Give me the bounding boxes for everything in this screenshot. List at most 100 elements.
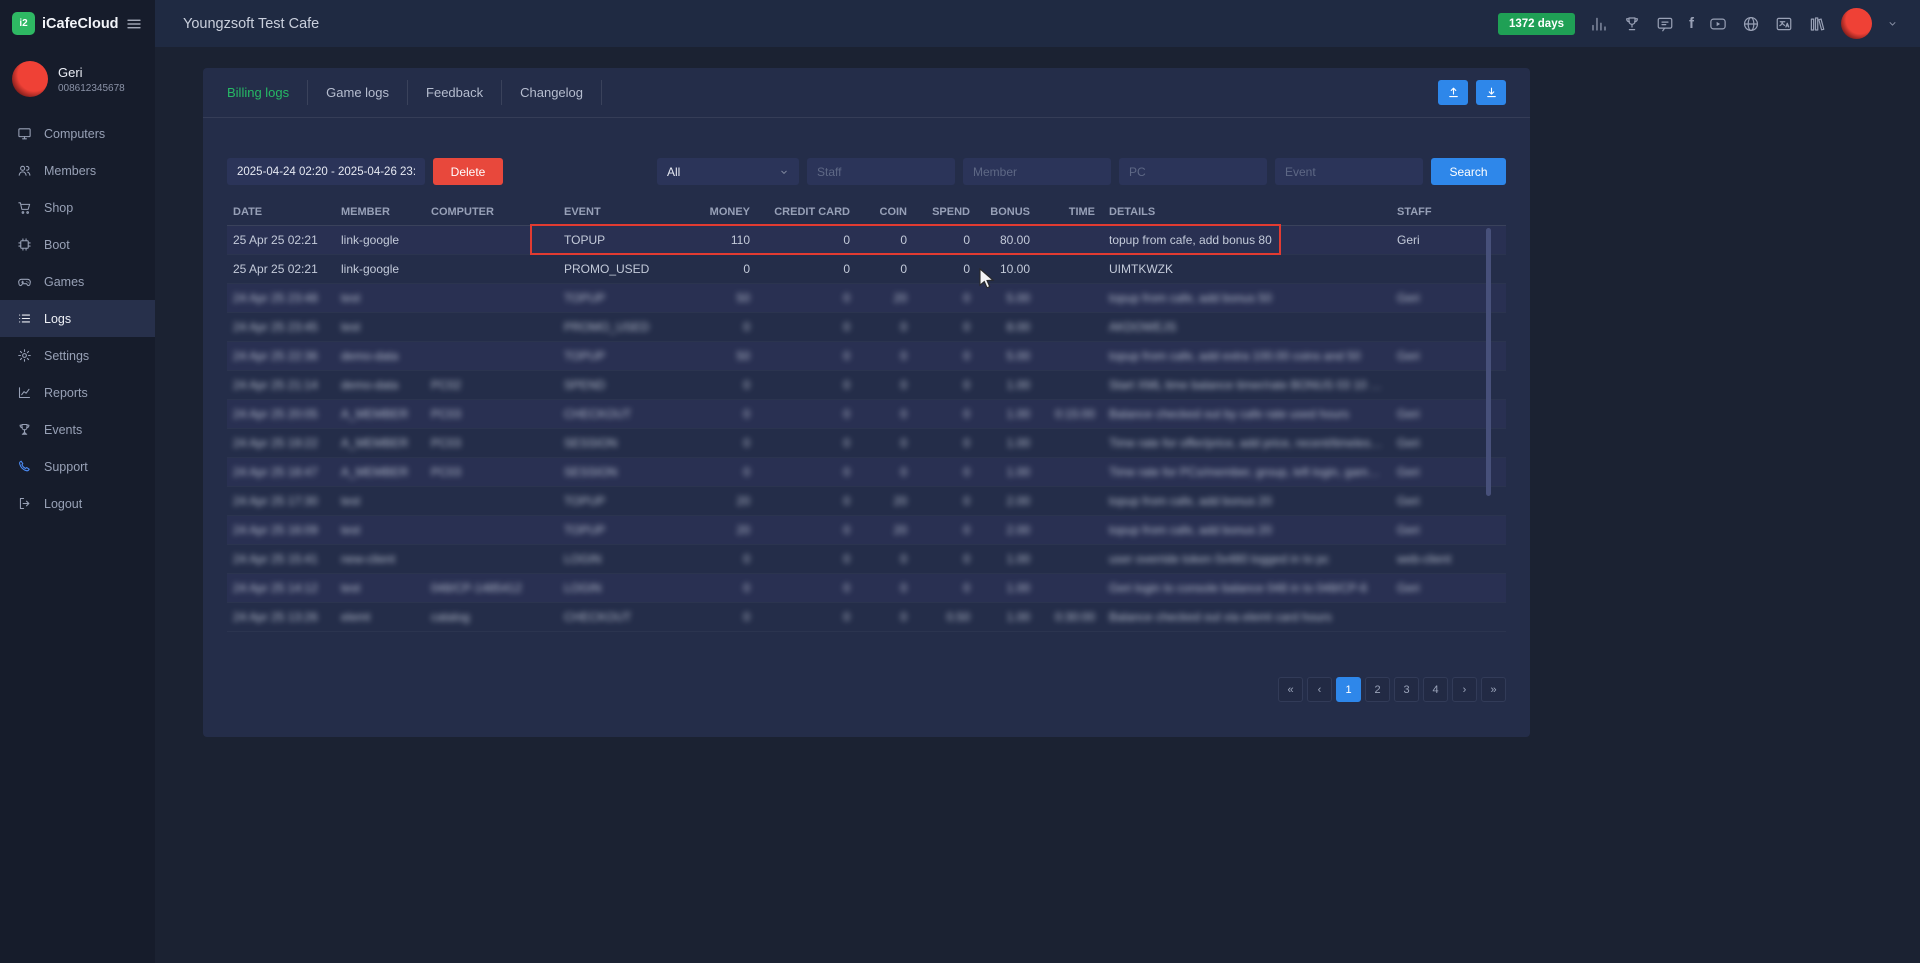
delete-button[interactable]: Delete <box>433 158 503 185</box>
cell-text: web-client <box>1397 551 1452 566</box>
phone-icon <box>17 459 32 474</box>
chevron-down-icon[interactable] <box>1887 18 1898 29</box>
table-scrollbar[interactable] <box>1486 228 1491 496</box>
cell-text: new-client <box>341 551 396 566</box>
cell-text: 0 <box>743 319 750 334</box>
table-row[interactable]: 24 Apr 25 20:05 A_MEMBER PC03 CHECKOUT 0 0 0 0 1… <box>227 399 1506 428</box>
cell-text: 0 <box>900 580 907 595</box>
trophy-icon[interactable] <box>1623 15 1641 33</box>
page-button[interactable]: 4 <box>1423 677 1448 702</box>
table-row[interactable]: 24 Apr 25 13:26 elemt catalog CHECKOUT 0 0 0 0.… <box>227 602 1506 631</box>
tab-changelog[interactable]: Changelog <box>502 80 603 105</box>
cell-text: 0 <box>900 377 907 392</box>
account-avatar[interactable] <box>1841 8 1872 39</box>
table-row[interactable]: 24 Apr 25 23:45 test PROMO_USED 0 0 0 0 8.00 AKD… <box>227 312 1506 341</box>
page-button-active[interactable]: 1 <box>1336 677 1361 702</box>
sidebar-item-events[interactable]: Events <box>0 411 155 448</box>
globe-icon[interactable] <box>1742 15 1760 33</box>
staff-input[interactable] <box>807 158 955 185</box>
topbar-right: 1372 days f <box>1498 8 1898 39</box>
cell-text: topup from cafe, add bonus 80 <box>1109 232 1272 247</box>
page-button[interactable]: 2 <box>1365 677 1390 702</box>
sidebar-item-reports[interactable]: Reports <box>0 374 155 411</box>
brand[interactable]: i2 iCafeCloud <box>12 12 119 35</box>
stats-icon[interactable] <box>1590 15 1608 33</box>
cell-text: Time rate for offer/price, add price, re… <box>1109 435 1383 450</box>
table-row[interactable]: 24 Apr 25 15:41 new-client LOGIN 0 0 0 0 1.00 us… <box>227 544 1506 573</box>
table-row[interactable]: 24 Apr 25 22:36 demo-data TOPUP 50 0 0 0 5.00 to… <box>227 341 1506 370</box>
tab-feedback[interactable]: Feedback <box>408 80 503 105</box>
table-row[interactable]: 24 Apr 25 17:30 test TOPUP 20 0 20 0 2.00 topup … <box>227 486 1506 515</box>
table-row[interactable]: 24 Apr 25 14:12 test 048/CP-1485412 LOGIN 0 0… <box>227 573 1506 602</box>
event-input[interactable] <box>1275 158 1423 185</box>
page-button[interactable]: « <box>1278 677 1303 702</box>
youtube-icon[interactable] <box>1709 15 1727 33</box>
table-row[interactable]: 25 Apr 25 02:21 link-google PROMO_USED 0 0 0 0… <box>227 254 1506 283</box>
library-icon[interactable] <box>1808 15 1826 33</box>
search-button[interactable]: Search <box>1431 158 1506 185</box>
type-select[interactable]: All <box>657 158 799 185</box>
cell-text: 0 <box>743 435 750 450</box>
upload-button[interactable] <box>1438 80 1468 105</box>
cell-text: 2.00 <box>1006 522 1030 537</box>
table-row[interactable]: 24 Apr 25 21:14 demo-data PC02 SPEND 0 0 0 0 1.0… <box>227 370 1506 399</box>
brand-row: i2 iCafeCloud <box>0 0 155 47</box>
page-button[interactable]: ‹ <box>1307 677 1332 702</box>
column-header: SPEND <box>915 199 978 226</box>
cell-text: TOPUP <box>564 348 606 363</box>
sidebar-item-boot[interactable]: Boot <box>0 226 155 263</box>
download-button[interactable] <box>1476 80 1506 105</box>
table-row[interactable]: 24 Apr 25 19:22 A_MEMBER PC03 SESSION 0 0 0 0 1.… <box>227 428 1506 457</box>
cell-text: PROMO_USED <box>564 261 650 276</box>
page-button[interactable]: » <box>1481 677 1506 702</box>
cell-text: CHECKOUT <box>564 609 632 624</box>
sidebar-item-label: Reports <box>44 385 88 400</box>
sidebar-item-computers[interactable]: Computers <box>0 115 155 152</box>
cell-text: 20 <box>736 493 750 508</box>
cell-text: A_MEMBER <box>341 406 409 421</box>
sidebar-item-logs[interactable]: Logs <box>0 300 155 337</box>
page-button[interactable]: 3 <box>1394 677 1419 702</box>
sidebar-item-label: Logs <box>44 311 72 326</box>
user-profile[interactable]: Geri 008612345678 <box>0 47 155 109</box>
sidebar-item-members[interactable]: Members <box>0 152 155 189</box>
icafecloud-logo-icon: i2 <box>12 12 35 35</box>
column-header: MONEY <box>668 199 758 226</box>
cell-text: 0 <box>963 551 970 566</box>
cell-text: PC03 <box>431 406 462 421</box>
cell-text: 0 <box>963 261 970 276</box>
cell-text: 0 <box>843 377 850 392</box>
cell-text: TOPUP <box>564 522 606 537</box>
date-range-input[interactable] <box>227 158 425 185</box>
cell-text: Geri <box>1397 406 1420 421</box>
chat-icon[interactable] <box>1656 15 1674 33</box>
pc-input[interactable] <box>1119 158 1267 185</box>
main-content: Billing logs Game logs Feedback Changelo… <box>155 47 1920 963</box>
sidebar-item-support[interactable]: Support <box>0 448 155 485</box>
table-row-highlighted[interactable]: 25 Apr 25 02:21 link-google TOPUP 110 0 0 0 80.… <box>227 225 1506 254</box>
cell-text: 1.00 <box>1006 377 1030 392</box>
cell-text: 0 <box>900 348 907 363</box>
page-button[interactable]: › <box>1452 677 1477 702</box>
sidebar-item-settings[interactable]: Settings <box>0 337 155 374</box>
cell-text: 0 <box>843 435 850 450</box>
cell-text: 0 <box>743 580 750 595</box>
cell-text: 24 Apr 25 16:09 <box>233 522 318 537</box>
sidebar-item-games[interactable]: Games <box>0 263 155 300</box>
table-row[interactable]: 24 Apr 25 23:48 test TOPUP 50 0 20 0 5.00 topup … <box>227 283 1506 312</box>
cell-text: Geri <box>1397 290 1420 305</box>
cell-text: test <box>341 493 361 508</box>
menu-toggle-icon[interactable] <box>125 15 143 33</box>
sidebar-item-logout[interactable]: Logout <box>0 485 155 522</box>
tab-billing-logs[interactable]: Billing logs <box>227 80 309 105</box>
cell-text: 1.00 <box>1006 435 1030 450</box>
facebook-icon[interactable]: f <box>1689 15 1694 32</box>
translate-icon[interactable] <box>1775 15 1793 33</box>
table-row[interactable]: 24 Apr 25 18:47 A_MEMBER PC03 SESSION 0 0 0 0 1.… <box>227 457 1506 486</box>
sidebar-item-shop[interactable]: Shop <box>0 189 155 226</box>
tab-game-logs[interactable]: Game logs <box>308 80 409 105</box>
member-input[interactable] <box>963 158 1111 185</box>
table-row[interactable]: 24 Apr 25 16:09 test TOPUP 20 0 20 0 2.00 topup … <box>227 515 1506 544</box>
days-badge[interactable]: 1372 days <box>1498 12 1575 35</box>
cell-text: Geri <box>1397 522 1420 537</box>
